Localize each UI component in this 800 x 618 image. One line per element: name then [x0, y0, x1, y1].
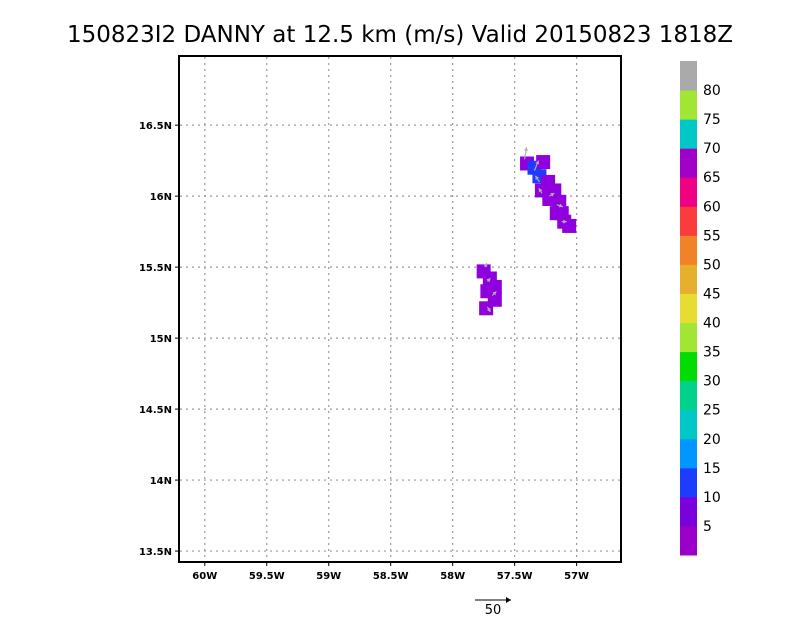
colorbar-swatch	[680, 90, 697, 120]
colorbar-label: 30	[703, 374, 721, 390]
wind-vector	[556, 203, 563, 208]
wind-vector	[538, 187, 543, 194]
colorbar-label: 20	[703, 432, 721, 448]
reference-vector: 50	[475, 597, 511, 618]
colorbar-swatch	[680, 119, 697, 149]
colorbar-label: 50	[703, 257, 721, 273]
colorbar-swatch	[680, 467, 697, 498]
x-tick-label: 58W	[440, 571, 465, 582]
colorbar-label: 75	[703, 112, 721, 128]
wind-vector	[561, 219, 567, 224]
colorbar-label: 70	[703, 141, 721, 157]
colorbar-swatch	[680, 496, 697, 527]
longitude-ticks: 60W 59.5W 59W 58.5W 58W 57.5W 57W	[192, 561, 589, 582]
colorbar-swatch	[680, 235, 697, 265]
wind-vector	[549, 192, 555, 197]
colorbar-label: 10	[703, 490, 721, 506]
colorbar-swatch	[680, 206, 697, 236]
colorbar-swatch	[680, 380, 697, 411]
colorbar-label: 80	[703, 83, 721, 99]
wind-speed-cell	[479, 301, 494, 316]
colorbar-label: 65	[703, 170, 721, 186]
wind-vector	[534, 175, 540, 183]
map-frame	[178, 55, 622, 563]
reference-vector-label: 50	[485, 603, 502, 618]
colorbar-swatch	[680, 61, 697, 91]
y-tick-label: 16N	[150, 192, 172, 203]
colorbar-label: 60	[703, 199, 721, 215]
wind-vector	[483, 262, 488, 268]
colorbar: 5 10 15 20 25 30 35 40 45 50 55 60 65 70 75 80	[680, 61, 721, 556]
x-tick-label: 57W	[564, 571, 589, 582]
wind-vector	[486, 306, 491, 313]
colorbar-swatch	[680, 409, 697, 440]
y-tick-label: 14N	[150, 476, 172, 487]
map-grid	[180, 57, 620, 561]
latitude-ticks: 13.5N 14N 14.5N 15N 15.5N 16N 16.5N	[139, 121, 180, 558]
reference-arrow-head	[506, 597, 511, 603]
colorbar-swatch	[680, 264, 697, 294]
wind-vector	[491, 291, 497, 296]
y-tick-label: 15.5N	[139, 263, 172, 274]
colorbar-swatch	[680, 322, 697, 353]
y-tick-label: 14.5N	[139, 405, 172, 416]
x-tick-label: 59W	[316, 571, 341, 582]
colorbar-label: 15	[703, 461, 721, 477]
x-tick-label: 59.5W	[249, 571, 285, 582]
colorbar-label: 5	[703, 519, 712, 535]
wind-vector	[523, 147, 529, 160]
colorbar-label: 35	[703, 345, 721, 361]
colorbar-label: 55	[703, 228, 721, 244]
colorbar-label: 40	[703, 316, 721, 332]
y-tick-label: 15N	[150, 334, 172, 345]
wind-speed-cell	[562, 218, 577, 233]
wind-speed-cells	[476, 155, 577, 316]
colorbar-swatch	[680, 525, 697, 556]
figure-title: 150823I2 DANNY at 12.5 km (m/s) Valid 20…	[67, 22, 733, 48]
x-tick-label: 57.5W	[497, 571, 533, 582]
y-tick-label: 13.5N	[139, 547, 172, 558]
colorbar-swatch	[680, 438, 697, 469]
colorbar-label: 25	[703, 403, 721, 419]
colorbar-swatch	[680, 177, 697, 207]
wind-vectors	[483, 147, 567, 313]
colorbar-swatch	[680, 148, 697, 178]
x-tick-label: 60W	[192, 571, 217, 582]
colorbar-label: 45	[703, 286, 721, 302]
y-tick-label: 16.5N	[139, 121, 172, 132]
wind-speed-cell	[552, 194, 567, 209]
colorbar-swatch	[680, 351, 697, 382]
x-tick-label: 58.5W	[373, 571, 409, 582]
wind-speed-cell	[536, 155, 551, 170]
wind-vector	[533, 160, 540, 171]
colorbar-swatch	[680, 293, 697, 324]
wind-vector	[486, 277, 491, 283]
